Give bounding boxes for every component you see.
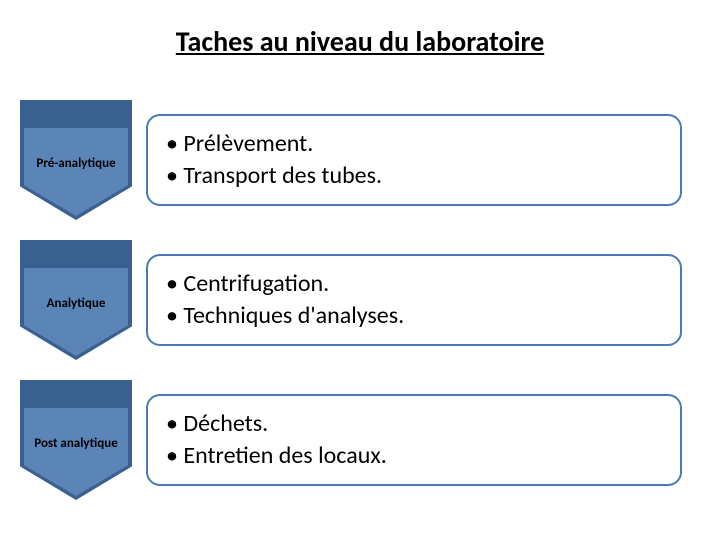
stage-row-preanalytique: Pré-analytique • Prélèvement. • Transpor… [20,100,682,220]
bullet-item: • Techniques d'analyses. [166,301,664,331]
bullet-item: • Entretien des locaux. [166,441,664,471]
bullet-item: • Prélèvement. [166,129,664,159]
content-box-analytique: • Centrifugation. • Techniques d'analyse… [146,254,682,346]
chevron-label: Post analytique [28,437,124,452]
bullet-text: Techniques d'analyses. [183,301,404,330]
content-box-preanalytique: • Prélèvement. • Transport des tubes. [146,114,682,206]
chevron-postanalytique: Post analytique [20,380,132,500]
chevron-inner [24,408,128,496]
bullet-text: Déchets. [183,409,268,438]
stage-row-analytique: Analytique • Centrifugation. • Technique… [20,240,682,360]
bullet-text: Transport des tubes. [183,161,382,190]
chevron-inner [24,128,128,216]
chevron-analytique: Analytique [20,240,132,360]
page-title: Taches au niveau du laboratoire [0,24,720,59]
chevron-preanalytique: Pré-analytique [20,100,132,220]
content-box-postanalytique: • Déchets. • Entretien des locaux. [146,394,682,486]
bullet-item: • Centrifugation. [166,269,664,299]
chevron-inner [24,268,128,356]
stage-row-postanalytique: Post analytique • Déchets. • Entretien d… [20,380,682,500]
bullet-item: • Déchets. [166,409,664,439]
bullet-text: Prélèvement. [183,129,313,158]
bullet-text: Entretien des locaux. [183,441,386,470]
chevron-label: Pré-analytique [30,157,121,172]
chevron-label: Analytique [41,297,112,312]
bullet-item: • Transport des tubes. [166,161,664,191]
bullet-text: Centrifugation. [183,269,329,298]
